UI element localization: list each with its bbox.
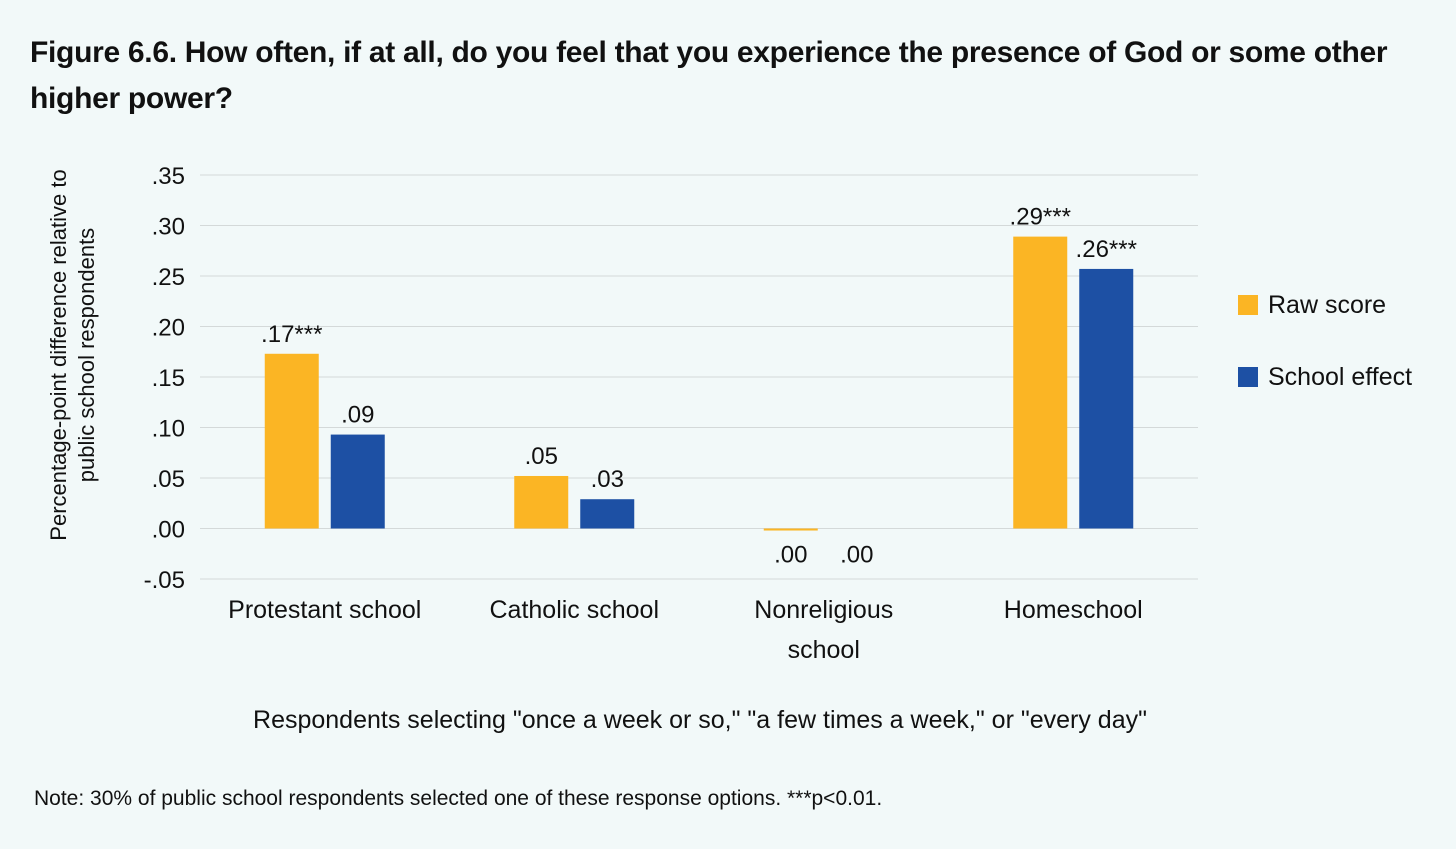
x-tick-label: Nonreligious [754,596,893,624]
legend-swatch-raw-score [1238,295,1258,315]
y-tick-label: -.05 [144,567,185,594]
legend: Raw score School effect [1238,286,1412,430]
legend-label-raw-score: Raw score [1268,290,1387,319]
data-label: .05 [525,443,558,470]
data-label: .17*** [261,321,322,348]
y-tick-label: .20 [152,315,185,342]
legend-label-school-effect: School effect [1268,362,1413,391]
x-tick-label: Protestant school [228,596,421,624]
y-tick-label: .00 [152,517,185,544]
legend-item-school-effect: School effect [1238,358,1412,396]
y-tick-label: .10 [152,416,185,443]
bar-raw-score [1013,236,1068,529]
y-tick-label: .25 [152,264,185,291]
legend-item-raw-score: Raw score [1238,286,1412,324]
legend-swatch-school-effect [1238,367,1258,387]
y-tick-label: .15 [152,365,185,392]
bar-raw-score [763,528,818,531]
bar-school-effect [1079,268,1134,529]
data-label: .03 [591,466,624,493]
data-label: .00 [840,542,873,569]
bar-raw-score [264,353,319,529]
x-tick-label: Homeschool [1004,596,1143,624]
x-axis-label: Respondents selecting "once a week or so… [253,706,1147,734]
data-label: .26*** [1076,236,1137,263]
chart-title: Figure 6.6. How often, if at all, do you… [30,36,1388,115]
bar-school-effect [330,434,385,529]
bar-school-effect [580,499,635,529]
data-label: .29*** [1010,204,1071,231]
y-tick-label: .35 [152,163,185,190]
bar-raw-score [514,475,569,529]
data-label: .00 [774,542,807,569]
x-tick-label: school [788,636,860,664]
y-tick-label: .05 [152,466,185,493]
data-label: .09 [341,402,374,429]
y-tick-label: .30 [152,214,185,241]
footnote: Note: 30% of public school respondents s… [34,787,883,810]
x-tick-label: Catholic school [489,596,659,624]
